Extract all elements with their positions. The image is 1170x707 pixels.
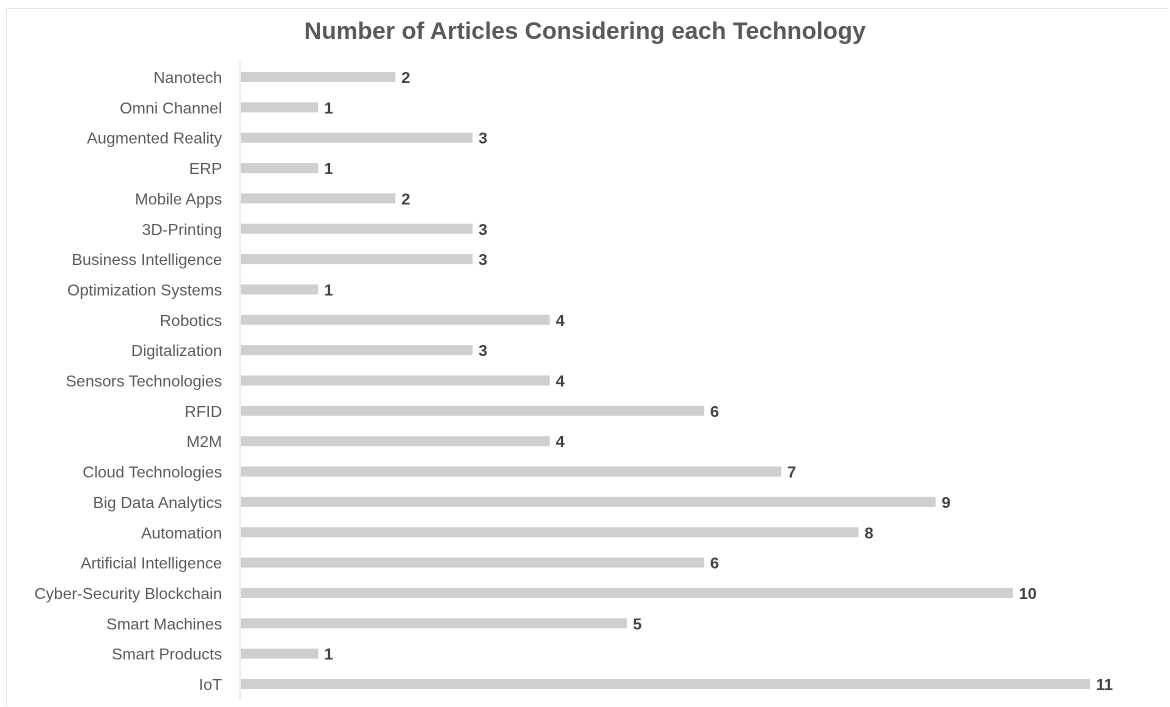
bar xyxy=(241,375,550,386)
bar xyxy=(241,527,859,538)
bar xyxy=(241,132,473,143)
value-label: 1 xyxy=(324,161,333,178)
value-label: 4 xyxy=(556,434,565,451)
bar xyxy=(241,648,319,659)
bar xyxy=(241,496,936,507)
category-label: Robotics xyxy=(160,313,222,330)
category-label: ERP xyxy=(189,161,222,178)
category-label: Automation xyxy=(141,525,222,542)
value-label: 10 xyxy=(1019,586,1037,603)
value-label: 4 xyxy=(556,313,565,330)
category-label: Digitalization xyxy=(131,343,222,360)
category-label: Smart Products xyxy=(112,647,222,664)
category-label: M2M xyxy=(186,434,222,451)
category-label: 3D-Printing xyxy=(142,222,222,239)
category-label: Optimization Systems xyxy=(67,282,222,299)
value-label: 1 xyxy=(324,647,333,664)
value-label: 6 xyxy=(710,404,719,421)
category-label: IoT xyxy=(199,677,222,694)
category-label: RFID xyxy=(185,404,222,421)
category-label: Augmented Reality xyxy=(87,131,222,148)
bar xyxy=(241,557,705,568)
bar xyxy=(241,193,396,204)
value-label: 2 xyxy=(401,191,410,208)
bar xyxy=(241,72,396,82)
value-label: 3 xyxy=(479,131,488,148)
value-label: 5 xyxy=(633,616,642,633)
category-label: Mobile Apps xyxy=(135,191,222,208)
value-label: 3 xyxy=(479,343,488,360)
bar xyxy=(241,254,473,265)
category-label: Business Intelligence xyxy=(72,252,222,269)
value-label: 11 xyxy=(1096,677,1113,694)
category-label: Sensors Technologies xyxy=(66,374,222,391)
bar xyxy=(241,314,550,325)
category-label: Artificial Intelligence xyxy=(81,556,223,573)
value-label: 3 xyxy=(479,222,488,239)
bar xyxy=(241,618,627,629)
bar xyxy=(241,284,319,295)
category-label: Big Data Analytics xyxy=(93,495,222,512)
value-label: 1 xyxy=(324,100,333,117)
bar xyxy=(241,102,319,113)
category-label: Nanotech xyxy=(154,70,223,87)
bar xyxy=(241,345,473,356)
bar xyxy=(241,436,550,447)
value-label: 2 xyxy=(401,70,410,87)
value-label: 8 xyxy=(864,525,873,542)
bar xyxy=(241,587,1013,598)
category-label: Smart Machines xyxy=(106,616,222,633)
bar xyxy=(241,405,705,416)
category-label: Cloud Technologies xyxy=(83,465,222,482)
bars-group: Nanotech 2 Omni Channel 1 Augmented Reality 3… xyxy=(34,70,1113,694)
value-label: 7 xyxy=(787,465,796,482)
category-label: Omni Channel xyxy=(120,100,222,117)
category-label: Cyber-Security Blockchain xyxy=(34,586,222,603)
bar xyxy=(241,679,1090,689)
value-label: 1 xyxy=(324,282,333,299)
value-label: 3 xyxy=(479,252,488,269)
bar xyxy=(241,163,319,174)
value-label: 4 xyxy=(556,374,565,391)
value-label: 9 xyxy=(942,495,951,512)
bar xyxy=(241,466,782,477)
value-label: 6 xyxy=(710,556,719,573)
bar xyxy=(241,223,473,234)
chart-title: Number of Articles Considering each Tech… xyxy=(304,18,866,45)
